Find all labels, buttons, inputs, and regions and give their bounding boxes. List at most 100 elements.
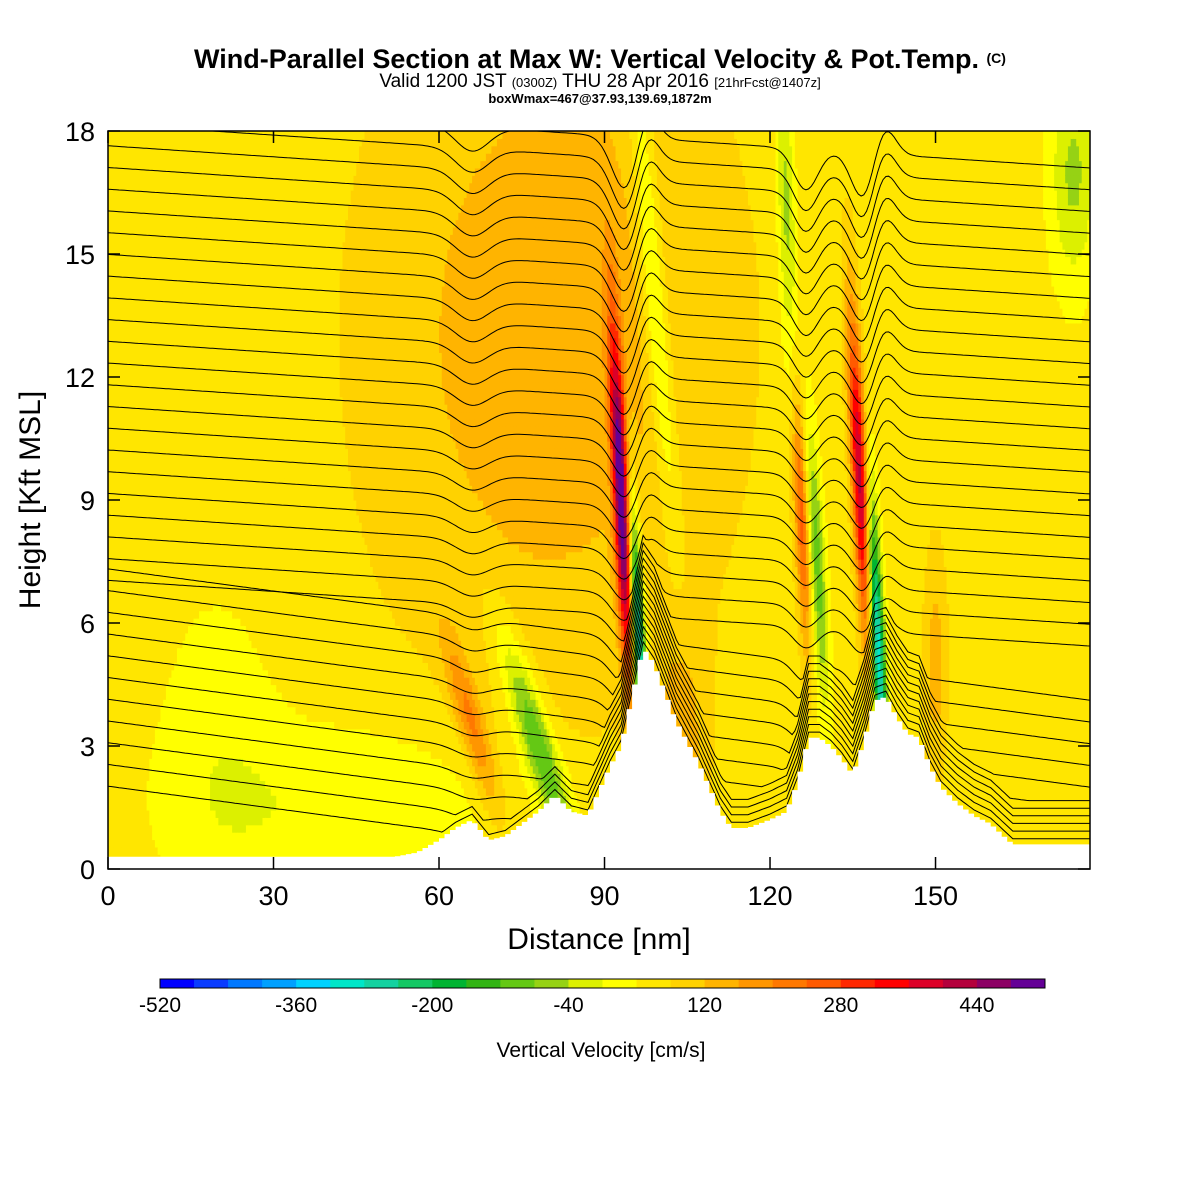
velocity-cell [138, 359, 142, 368]
velocity-cell [154, 463, 159, 472]
velocity-cell [113, 817, 117, 826]
velocity-cell [160, 559, 164, 568]
velocity-cell [130, 795, 134, 804]
velocity-cell [130, 234, 134, 243]
velocity-field [108, 131, 1090, 869]
velocity-cell [110, 418, 115, 427]
velocity-cell [119, 492, 123, 501]
velocity-cell [124, 817, 128, 826]
velocity-cell [179, 514, 184, 523]
velocity-cell [154, 691, 159, 700]
velocity-cell [163, 809, 167, 818]
velocity-cell [182, 381, 186, 390]
velocity-cell [185, 780, 189, 789]
velocity-cell [141, 588, 145, 597]
velocity-cell [171, 212, 175, 221]
velocity-cell [171, 404, 175, 413]
velocity-cell [160, 743, 164, 752]
velocity-cell [143, 322, 148, 331]
velocity-cell [116, 669, 120, 678]
velocity-cell [157, 773, 162, 782]
velocity-cell [185, 588, 189, 597]
velocity-cell [160, 691, 164, 700]
velocity-cell [110, 721, 115, 730]
velocity-cell [157, 278, 162, 287]
velocity-cell [174, 322, 178, 331]
velocity-cell [185, 522, 189, 531]
velocity-cell [157, 131, 162, 139]
velocity-cell [116, 389, 120, 398]
velocity-cell [152, 765, 156, 774]
velocity-cell [113, 204, 117, 213]
velocity-cell [110, 226, 115, 235]
velocity-cell [124, 271, 128, 280]
velocity-cell [113, 595, 117, 604]
velocity-cell [168, 426, 173, 435]
velocity-cell [110, 293, 115, 302]
velocity-cell [168, 315, 173, 324]
velocity-cell [176, 529, 181, 538]
velocity-cell [171, 765, 175, 774]
velocity-cell [149, 226, 153, 235]
velocity-cell [165, 773, 170, 782]
velocity-cell [141, 226, 145, 235]
velocity-cell [127, 699, 131, 708]
velocity-cell [127, 160, 131, 169]
velocity-cell [157, 699, 162, 708]
velocity-cell [124, 522, 128, 531]
velocity-cell [130, 500, 134, 508]
velocity-cell [149, 404, 153, 413]
velocity-cell [182, 219, 186, 228]
velocity-cell [108, 285, 112, 294]
velocity-cell [130, 846, 134, 855]
velocity-cell [141, 736, 145, 745]
velocity-cell [154, 219, 159, 228]
velocity-cell [149, 669, 153, 678]
velocity-cell [168, 765, 173, 774]
velocity-cell [141, 182, 145, 191]
velocity-cell [163, 522, 167, 531]
velocity-cell [171, 138, 175, 147]
velocity-cell [124, 153, 128, 162]
velocity-cell [176, 263, 181, 272]
velocity-cell [141, 846, 145, 855]
velocity-cell [110, 138, 115, 147]
velocity-cell [163, 330, 167, 339]
velocity-cell [146, 507, 150, 516]
velocity-cell [130, 175, 134, 184]
velocity-cell [163, 691, 167, 700]
velocity-cell [149, 691, 153, 700]
velocity-cell [157, 315, 162, 324]
velocity-cell [119, 197, 123, 206]
velocity-cell [121, 699, 126, 708]
velocity-cell [130, 308, 134, 317]
velocity-cell [149, 212, 153, 221]
velocity-cell [160, 396, 164, 405]
velocity-cell [138, 219, 142, 228]
velocity-cell [108, 367, 112, 376]
velocity-cell [157, 573, 162, 582]
velocity-cell [149, 728, 153, 737]
velocity-cell [135, 411, 139, 420]
velocity-cell [138, 728, 142, 737]
velocity-cell [174, 440, 178, 449]
velocity-cell [127, 765, 131, 774]
velocity-cell [124, 352, 128, 361]
velocity-cell [171, 285, 175, 294]
velocity-cell [165, 293, 170, 302]
velocity-cell [157, 249, 162, 258]
velocity-cell [149, 662, 153, 671]
velocity-cell [130, 728, 134, 737]
velocity-cell [160, 595, 164, 604]
velocity-cell [154, 677, 159, 686]
velocity-cell [163, 249, 167, 258]
velocity-cell [182, 300, 186, 309]
velocity-cell [171, 714, 175, 722]
velocity-cell [182, 714, 186, 722]
velocity-cell [110, 249, 115, 258]
velocity-cell [171, 669, 175, 678]
velocity-cell [179, 529, 184, 538]
velocity-cell [124, 507, 128, 516]
velocity-cell [135, 381, 139, 390]
velocity-cell [154, 654, 159, 663]
